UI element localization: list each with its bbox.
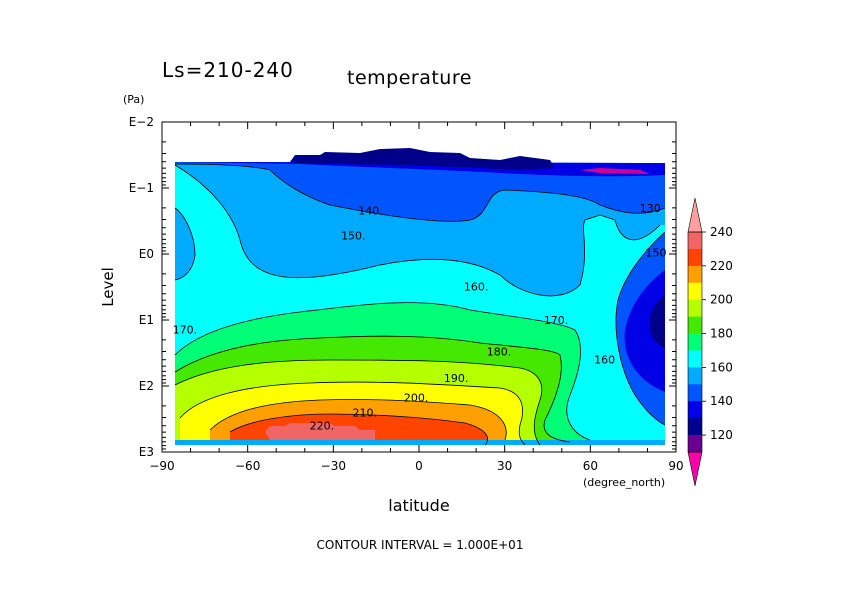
x-tick-label: −30 (321, 459, 346, 473)
colorbar-swatch (688, 265, 702, 284)
y-tick-labels: E−2 E−1 E0 E1 E2 E3 (129, 115, 154, 459)
contour-label: 220. (310, 420, 335, 433)
contour-lines (174, 163, 666, 446)
contour-label: 180. (487, 345, 512, 358)
y-axis-label: Level (99, 267, 117, 307)
y-tick-label: E2 (139, 379, 154, 393)
contour-label: 170. (173, 324, 198, 337)
colorbar (687, 197, 706, 487)
contour-interval-note: CONTOUR INTERVAL = 1.000E+01 (317, 538, 524, 552)
colorbar-swatch (688, 282, 702, 300)
y-tick-label: E3 (139, 445, 154, 459)
fill-top-ragged (290, 148, 555, 170)
fill-bottom-edge (175, 440, 665, 445)
y-tick-label: E−1 (129, 181, 154, 195)
colorbar-swatch (688, 248, 702, 267)
x-tick-label: −60 (235, 459, 260, 473)
colorbar-label: 240 (710, 225, 733, 239)
fill-level-120-east (649, 295, 665, 348)
x-tick-label: 0 (415, 459, 423, 473)
contour-fills (162, 148, 676, 452)
y-tick-label: E−2 (129, 115, 154, 129)
colorbar-label: 120 (710, 428, 733, 442)
fill-level-140 (175, 162, 665, 222)
chart-title: temperature (347, 67, 472, 89)
colorbar-swatch (688, 435, 702, 453)
plot-area: 140. 130 150. 150 160. 160 170. 170. 180. 190. 200… (161, 121, 677, 453)
colorbar-swatch (688, 316, 702, 334)
contour-label: 130 (640, 202, 661, 215)
contour-label: 150. (341, 229, 366, 242)
x-axis-label: latitude (388, 496, 449, 515)
colorbar-swatch (688, 299, 702, 317)
colorbar-labels: 240 220 200 180 160 140 120 (710, 225, 733, 442)
x-tick-label: −90 (149, 459, 174, 473)
y-tick-label: E1 (139, 313, 154, 327)
contour-labels: 140. 130 150. 150 160. 160 170. 170. 180. 190. 200… (173, 202, 667, 433)
contour-label: 170. (544, 314, 569, 327)
contour-label: 200. (404, 392, 429, 405)
contour-label: 210. (352, 406, 377, 419)
y-tick-label: E0 (139, 247, 154, 261)
colorbar-swatch (688, 367, 702, 385)
tick-marks (161, 121, 677, 453)
fill-top-magenta (580, 168, 650, 174)
contour-label: 140. (358, 205, 383, 218)
colorbar-label: 220 (710, 259, 733, 273)
colorbar-swatch (688, 384, 702, 402)
chart-subtitle: Ls=210-240 (162, 58, 294, 82)
colorbar-over-arrow (687, 197, 703, 233)
contour-label: 150 (646, 247, 667, 260)
colorbar-swatch (688, 401, 702, 419)
x-tick-label: 90 (668, 459, 683, 473)
contour-label: 190. (444, 372, 469, 385)
colorbar-label: 160 (710, 360, 733, 374)
x-tick-label: 60 (583, 459, 598, 473)
colorbar-swatch (688, 232, 702, 250)
y-axis-units: (Pa) (123, 93, 144, 106)
contour-label: 160. (464, 280, 489, 293)
colorbar-swatch (688, 418, 702, 436)
x-axis-units: (degree_north) (583, 476, 665, 489)
colorbar-swatch (688, 350, 702, 368)
contour-label: 160 (594, 354, 615, 367)
colorbar-frame (687, 231, 703, 453)
x-tick-label: 30 (497, 459, 512, 473)
colorbar-under-arrow (687, 451, 703, 487)
colorbar-label: 200 (710, 293, 733, 307)
fill-level-130-east (624, 270, 665, 392)
fill-level-150-west (175, 208, 195, 280)
colorbar-swatch (688, 333, 702, 351)
colorbar-label: 180 (710, 327, 733, 341)
x-tick-labels: −90 −60 −30 0 30 60 90 (149, 459, 683, 473)
colorbar-label: 140 (710, 394, 733, 408)
